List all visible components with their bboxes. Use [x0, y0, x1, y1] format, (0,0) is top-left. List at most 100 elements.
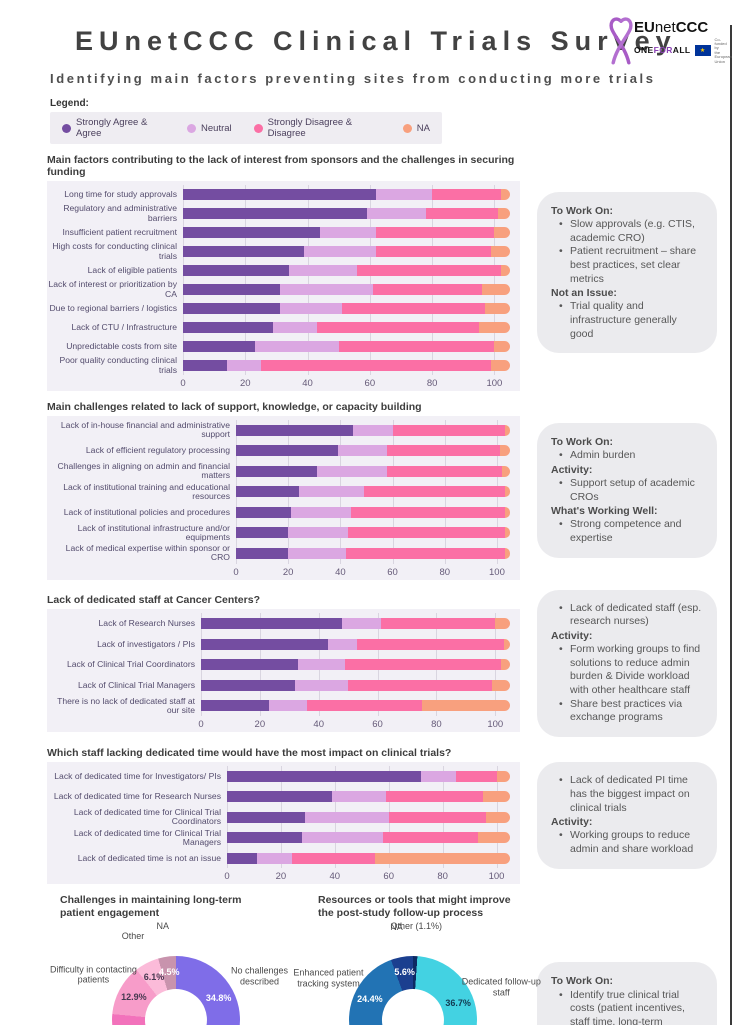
bar-category-label: Due to regional barriers / logistics: [49, 302, 177, 313]
bar-row: Poor quality conducting clinical trials: [47, 356, 520, 375]
chart-block-1: Main factors contributing to the lack of…: [47, 154, 520, 391]
donut-slice-percentage: 6.1%: [143, 971, 165, 982]
bar-segment: [387, 445, 500, 457]
x-axis-tick-label: 60: [372, 718, 383, 730]
donut-slice-label: Dedicated follow-up staff: [461, 977, 541, 998]
bar-segment: [387, 465, 503, 477]
bar-category-label: Lack of dedicated time for Research Nurs…: [53, 791, 221, 802]
chart-block-2: Main challenges related to lack of suppo…: [47, 401, 520, 580]
note-bullet-item: • Support setup of academic CROs: [551, 477, 703, 504]
bar-category-label: Challenges in aligning on admin and fina…: [57, 461, 230, 481]
bar-track: [183, 227, 510, 238]
note-bullet-item: • Share best practices via exchange progr…: [551, 698, 703, 725]
bar-track: [183, 208, 510, 219]
x-axis-tick-label: 80: [439, 566, 451, 578]
bar-segment: [279, 284, 373, 295]
bar-category-label: Lack of in-house financial and administr…: [60, 420, 230, 440]
bar-category-label: Insufficient patient recruitment: [62, 226, 177, 237]
bar-segment: [201, 659, 299, 671]
bar-segment: [236, 506, 291, 518]
bar-category-label: Lack of eligible patients: [87, 264, 177, 275]
note-box-4: • Lack of dedicated PI time has the bigge…: [537, 762, 717, 869]
bar-category-label: Lack of Research Nurses: [98, 618, 195, 629]
donut-slice-label: Difficulty in contacting patients: [49, 964, 137, 985]
bar-segment: [341, 303, 486, 314]
bar-track: [227, 770, 510, 782]
bar-segment: [499, 445, 510, 457]
bar-track: [201, 618, 510, 630]
tagline-for: FOR: [653, 45, 673, 56]
legend-dot-icon: [62, 123, 71, 133]
bar-track: [183, 322, 510, 333]
bar-category-label: Poor quality conducting clinical trials: [59, 355, 177, 375]
x-axis-tick-label: 100: [489, 566, 505, 578]
bar-segment: [496, 770, 510, 782]
bar-segment: [456, 770, 497, 782]
chart-title-1: Main factors contributing to the lack of…: [47, 154, 515, 178]
bar-row: Lack of efficient regulatory processing: [47, 441, 520, 462]
bar-segment: [491, 246, 510, 257]
bar-category-label: Lack of dedicated time for Clinical Tria…: [73, 827, 221, 847]
bar-segment: [504, 547, 510, 559]
bar-segment: [504, 527, 510, 539]
bar-segment: [183, 284, 280, 295]
x-axis-tick-label: 100: [486, 378, 503, 389]
bar-track: [227, 852, 510, 864]
note-bullet-text: Form working groups to find solutions to…: [570, 642, 701, 696]
bar-row: High costs for conducting clinical trial…: [47, 242, 520, 261]
bar-segment: [226, 360, 261, 371]
note-heading: Not an Issue:: [551, 287, 617, 300]
bar-segment: [337, 445, 388, 457]
bar-segment: [183, 322, 274, 333]
bar-segment: [376, 246, 492, 257]
bullet-icon: •: [559, 476, 563, 489]
bar-segment: [478, 322, 510, 333]
legend-item-label: NA: [416, 122, 430, 134]
bar-segment: [183, 265, 289, 276]
bar-row: Lack of medical expertise within sponsor…: [47, 543, 520, 564]
bar-segment: [306, 700, 422, 712]
bar-category-label: Lack of institutional policies and proce…: [63, 506, 230, 517]
bar-row: Due to regional barriers / logistics: [47, 299, 520, 318]
note-bullet-item: • Lack of dedicated staff (esp. research …: [551, 602, 703, 629]
bar-segment: [357, 265, 501, 276]
x-axis-tick-label: 60: [364, 378, 376, 389]
note-bullet-text: Admin burden: [570, 449, 636, 462]
x-axis-tick-label: 20: [282, 566, 294, 578]
bar-segment: [380, 618, 496, 630]
bar-category-label: Lack of investigators / PIs: [97, 638, 195, 649]
note-bullet-item: • Form working groups to find solutions t…: [551, 643, 703, 698]
bullet-icon: •: [559, 601, 563, 614]
bar-segment: [302, 832, 384, 844]
bar-row: Lack of interest or prioritization by CA: [47, 280, 520, 299]
donut-slice-label: Enhanced patient tracking system: [293, 968, 364, 989]
legend-item-label: Strongly Agree & Agree: [76, 117, 148, 139]
page-edge-line: [730, 25, 732, 1025]
x-axis-tick-label: 80: [431, 718, 442, 730]
bar-category-label: Lack of Clinical Trial Coordinators: [66, 659, 195, 670]
bar-track: [183, 284, 510, 295]
logo-wordmark: EUnetCCC: [634, 20, 732, 36]
note-box-5: To Work On: • Identify true clinical trial…: [537, 962, 717, 1025]
note-bullet-item: • Admin burden: [551, 449, 703, 463]
x-axis-tick-label: 100: [487, 718, 504, 730]
bar-track: [227, 791, 510, 803]
tagline-all: ALL: [672, 45, 691, 56]
bar-segment: [348, 527, 505, 539]
note-bullet-text: Working groups to reduce admin and share…: [570, 829, 694, 856]
bar-segment: [350, 506, 505, 518]
note-bullet-text: Lack of dedicated staff (esp. research n…: [570, 601, 702, 628]
bar-row: Lack of dedicated time for Clinical Tria…: [47, 827, 520, 848]
bar-segment: [183, 341, 255, 352]
donut-title-engagement: Challenges in maintaining long-term pati…: [60, 894, 242, 920]
awareness-ribbon-icon: [609, 17, 633, 65]
bar-category-label: Lack of dedicated time for Investigators…: [54, 770, 221, 781]
bar-segment: [332, 791, 386, 803]
header: EUnetCCC Clinical Trials Survey EUnetCCC…: [0, 0, 737, 65]
bar-segment: [345, 547, 505, 559]
bullet-icon: •: [559, 697, 563, 710]
legend-dot-icon: [402, 123, 412, 133]
section-donuts: Challenges in maintaining long-term pati…: [0, 894, 737, 1025]
bar-segment: [421, 770, 457, 782]
bar-row: Unpredictable costs from site: [47, 337, 520, 356]
